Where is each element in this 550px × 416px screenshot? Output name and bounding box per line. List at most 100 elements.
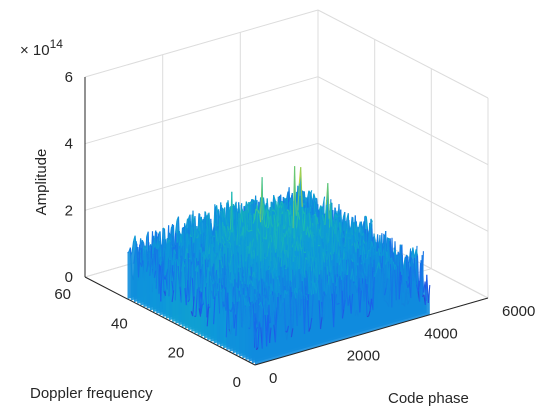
surface-edge <box>350 293 354 314</box>
surface-edge <box>190 275 193 279</box>
surface-edge <box>416 284 419 292</box>
surface-edge <box>228 229 232 241</box>
surface-edge <box>303 251 306 254</box>
surface-edge <box>308 327 311 332</box>
surface-edge <box>152 253 156 278</box>
surface-edge <box>302 202 306 206</box>
surface-edge <box>256 347 259 351</box>
surface-edge <box>216 267 219 271</box>
surface-edge <box>225 245 228 259</box>
surface-edge <box>306 300 310 332</box>
surface-edge <box>253 208 257 220</box>
surface-edge <box>406 254 409 258</box>
surface-edge <box>219 282 222 292</box>
surface-edge <box>181 260 184 272</box>
surface-edge <box>313 193 316 200</box>
surface-edge <box>272 267 275 272</box>
surface-edge <box>302 275 305 288</box>
surface-edge <box>216 205 219 215</box>
surface-edge <box>352 283 355 294</box>
surface-edge <box>244 211 247 238</box>
surface-edge <box>268 283 272 296</box>
surface-edge <box>240 277 243 280</box>
surface-edge <box>251 252 254 260</box>
surface-edge <box>211 280 214 285</box>
surface-edge <box>244 284 247 292</box>
surface-edge <box>339 273 343 280</box>
surface-edge <box>222 239 226 244</box>
surface-edge <box>203 276 207 288</box>
surface-edge <box>209 275 213 291</box>
surface-edge <box>215 230 218 242</box>
surface-edge <box>302 210 305 215</box>
surface-edge <box>173 249 177 254</box>
surface-edge <box>362 239 366 244</box>
surface-edge <box>382 267 386 296</box>
surface-edge <box>263 219 267 228</box>
surface-edge <box>319 289 323 303</box>
surface-edge <box>310 229 313 240</box>
surface-edge <box>316 217 319 225</box>
surface-edge <box>260 301 263 308</box>
surface-edge <box>257 321 260 348</box>
surface-edge <box>149 258 152 276</box>
surface-edge <box>309 317 313 328</box>
surface-edge <box>298 291 301 316</box>
surface-edge <box>223 225 227 237</box>
surface-edge <box>241 235 245 271</box>
surface-edge <box>299 243 303 252</box>
surface-edge <box>406 257 410 277</box>
surface-edge <box>290 295 294 315</box>
surface-edge <box>162 261 165 291</box>
surface-edge <box>192 296 195 317</box>
surface-edge <box>252 219 256 224</box>
surface-edge <box>354 233 357 242</box>
surface-edge <box>387 256 390 262</box>
surface-edge <box>397 265 400 300</box>
surface-edge <box>157 249 160 294</box>
surface-edge <box>294 287 298 294</box>
surface-edge <box>347 236 350 254</box>
surface-edge <box>394 249 397 258</box>
surface-edge <box>325 249 328 252</box>
surface-edge <box>351 268 355 282</box>
surface-edge <box>212 278 215 284</box>
surface-edge <box>322 196 326 206</box>
surface-edge <box>188 218 191 222</box>
surface-edge <box>327 183 330 219</box>
surface-edge <box>206 267 209 283</box>
surface-edge <box>249 241 253 260</box>
surface-edge <box>370 218 373 222</box>
surface-edge <box>296 291 300 327</box>
surface-edge <box>250 280 254 287</box>
surface-edge <box>174 259 178 301</box>
surface-edge <box>318 228 322 236</box>
surface-edge <box>287 210 291 227</box>
surface-edge <box>275 266 278 280</box>
surface-edge <box>193 271 197 297</box>
surface-edge <box>146 261 149 272</box>
y-axis-line <box>84 276 256 366</box>
surface-edge <box>241 294 245 328</box>
surface-edge <box>405 280 409 288</box>
surface-edge <box>360 272 363 289</box>
surface-edge <box>226 225 230 231</box>
surface-edge <box>247 301 251 307</box>
surface-edge <box>226 239 229 242</box>
surface-edge <box>321 294 324 318</box>
surface-edge <box>375 267 378 274</box>
surface-edge <box>415 249 419 256</box>
surface-edge <box>330 202 333 245</box>
surface-edge <box>303 197 307 200</box>
surface-edge <box>273 238 277 253</box>
surface-edge <box>255 326 259 330</box>
surface-edge <box>200 247 203 256</box>
surface-edge <box>297 244 301 252</box>
surface-edge <box>350 258 354 263</box>
surface-edge <box>365 216 369 231</box>
surface-edge <box>144 245 147 250</box>
surface-edge <box>272 209 274 212</box>
surface-edge <box>331 274 334 284</box>
surface-edge <box>168 256 171 261</box>
surface-edge <box>356 225 359 242</box>
